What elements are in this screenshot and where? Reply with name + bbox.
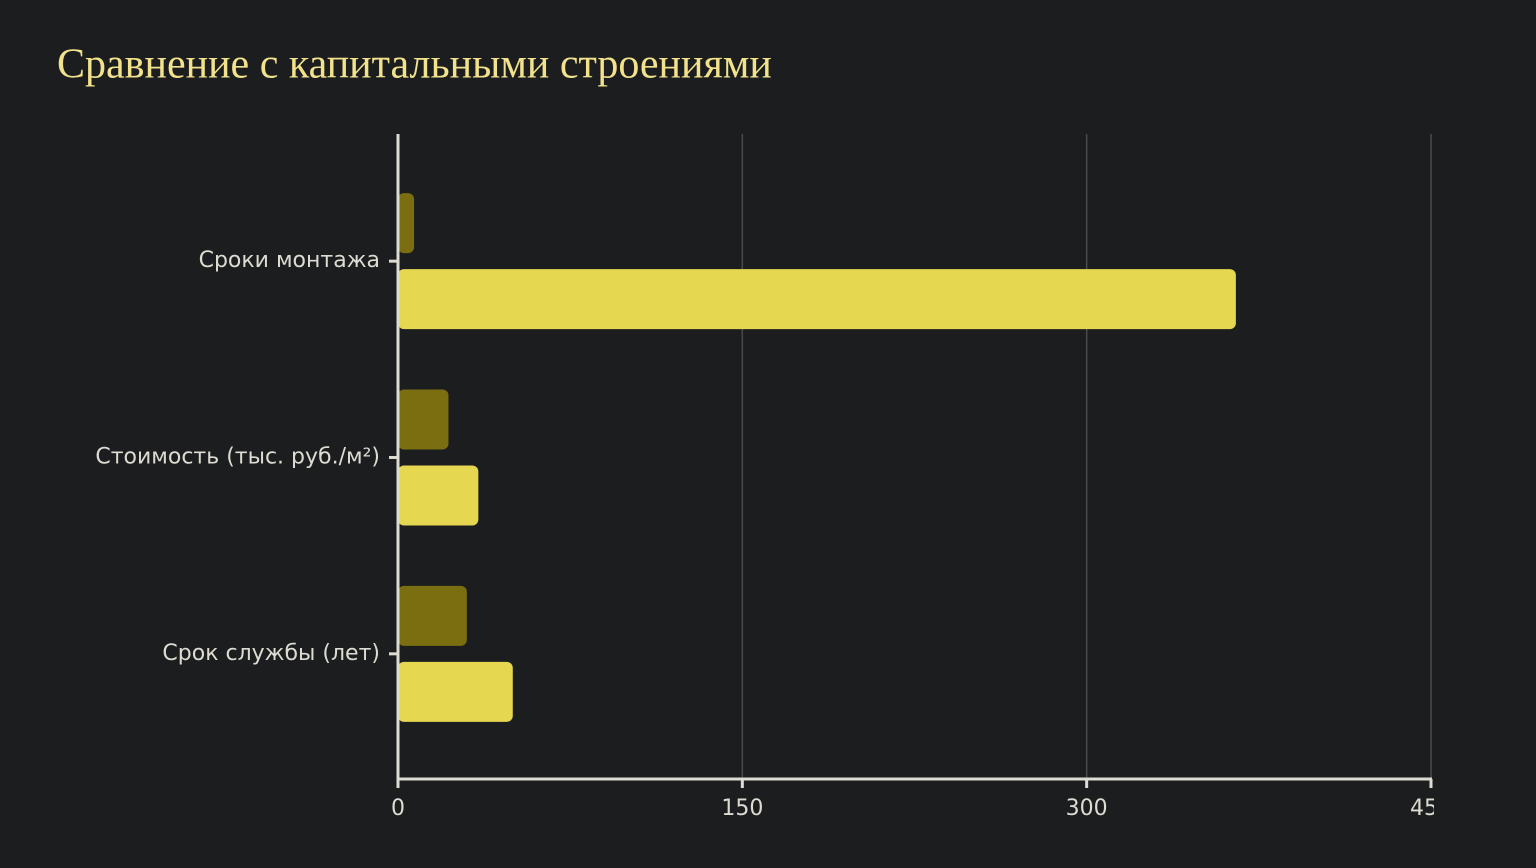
x-tick-label: 0 [391,796,405,821]
chart-title: Сравнение с капитальными строениями [57,42,772,88]
axes: 0 150 300 450 Сроки монтажа Стоимость (тыс. р… [95,134,1452,821]
bars [398,193,1236,722]
y-tick-label: Сроки монтажа [199,248,380,273]
x-tick-label: 150 [721,796,763,821]
grid [741,134,1432,779]
y-tick-label: Срок службы (лет) [162,641,380,666]
y-tick-label: Стоимость (тыс. руб./м²) [95,445,380,470]
bar [398,585,467,646]
bar [398,661,513,722]
bar [398,269,1236,330]
bar [398,465,479,526]
bar [398,193,415,254]
bar [398,389,449,450]
x-tick-label: 300 [1066,796,1108,821]
x-tick-label: 450 [1410,796,1452,821]
